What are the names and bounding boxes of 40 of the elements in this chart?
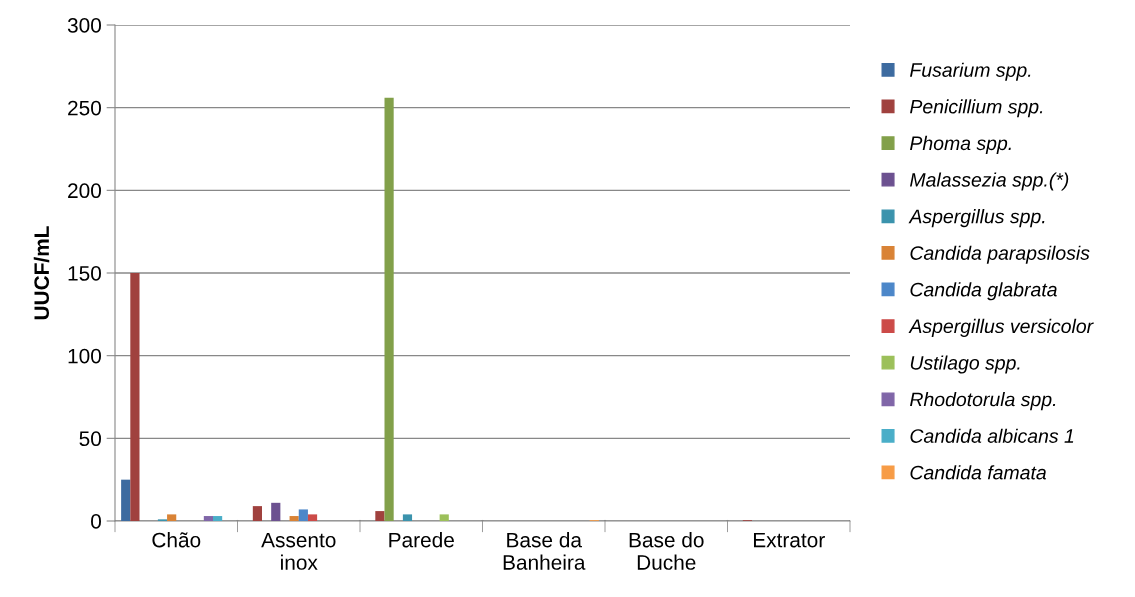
- legend-label: Aspergillus spp.: [908, 209, 1045, 228]
- legend-label: Rhodotorula spp.: [910, 392, 1056, 411]
- legend-label: Penicillium spp.: [910, 99, 1043, 118]
- bar: [130, 273, 140, 521]
- x-tick-label: Base do Duche: [629, 532, 704, 570]
- bar: [271, 502, 281, 521]
- legend-label: Phoma spp.: [910, 135, 1011, 154]
- x-tick-label: Extrator: [753, 532, 825, 548]
- bar: [307, 514, 318, 521]
- bar: [439, 514, 449, 521]
- y-tick-label: 150: [68, 266, 101, 281]
- bar: [203, 516, 213, 521]
- x-tick-label: Chão: [152, 532, 201, 548]
- y-axis-title: UUCF/mL: [33, 226, 50, 320]
- legend-label: Aspergillus versicolor: [908, 318, 1094, 337]
- legend-label: Fusarium spp.: [910, 62, 1031, 81]
- bar: [252, 506, 262, 521]
- legend-label: Candida glabrata: [910, 282, 1057, 301]
- x-tick-label: Assento inox: [261, 532, 336, 570]
- bar: [289, 516, 299, 521]
- bar: [384, 97, 394, 521]
- bar: [213, 516, 223, 521]
- bar: [167, 514, 177, 521]
- y-tick-label: 0: [91, 514, 101, 529]
- y-tick-label: 100: [68, 348, 101, 364]
- legend-label: Candida parapsilosis: [910, 245, 1090, 264]
- x-tick-label: Parede: [389, 532, 454, 548]
- legend-label: Candida famata: [910, 465, 1047, 480]
- y-tick-label: 50: [79, 431, 101, 447]
- legend-label: Ustilago spp.: [910, 355, 1020, 374]
- bar: [121, 479, 131, 521]
- bar: [375, 511, 385, 521]
- x-tick-label: Base da Banheira: [503, 532, 586, 570]
- bar: [402, 514, 413, 521]
- legend-label: Malassezia spp.(*): [910, 172, 1069, 191]
- y-tick-label: 300: [67, 18, 101, 33]
- y-tick-label: 250: [68, 100, 101, 116]
- legend-label: Candida albicans 1: [910, 428, 1074, 443]
- bar: [298, 509, 308, 521]
- y-tick-label: 200: [68, 183, 101, 199]
